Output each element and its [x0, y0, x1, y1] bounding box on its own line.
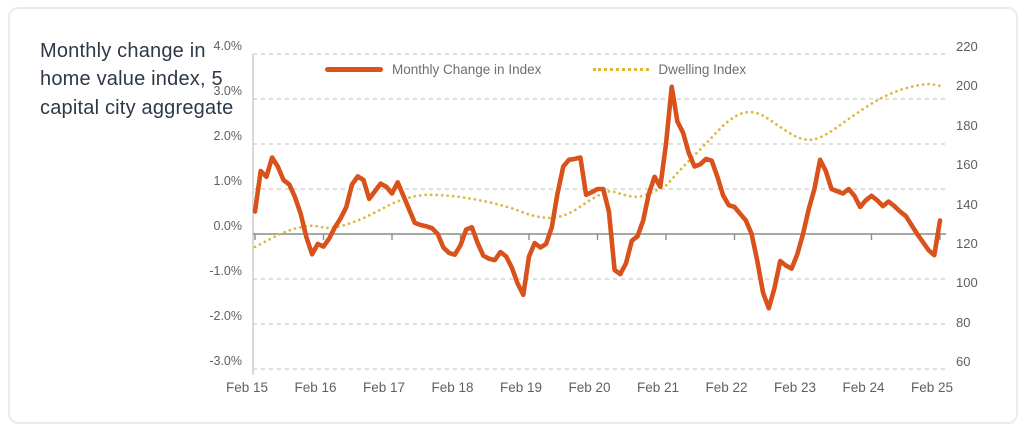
chart-plot: [252, 53, 946, 375]
legend: Monthly Change in Index Dwelling Index: [325, 62, 746, 77]
x-axis-label: Feb 15: [225, 380, 269, 395]
chart-title: Monthly change in home value index, 5 ca…: [40, 40, 234, 119]
dwelling-index-line: [253, 82, 942, 249]
x-axis-label: Feb 23: [773, 380, 817, 395]
y-axis-left-label: 1.0%: [213, 174, 243, 188]
y-axis-left-label: -2.0%: [209, 309, 242, 323]
x-axis-label: Feb 19: [499, 380, 543, 395]
gridlines: [253, 53, 946, 370]
y-axis-left-label: 4.0%: [213, 39, 243, 53]
year-tick-marks: [254, 234, 941, 240]
x-axis-label: Feb 25: [910, 380, 954, 395]
x-axis-label: Feb 16: [294, 380, 337, 395]
y-axis-right-label: 80: [956, 314, 971, 330]
x-axis-label: Feb 20: [568, 380, 611, 395]
page: { "title": "Monthly change in home value…: [8, 7, 1018, 424]
y-axis-right-label: 100: [956, 275, 978, 291]
y-axis-left-label: 0.0%: [213, 219, 243, 233]
x-axis-label: Feb 17: [362, 380, 406, 395]
x-axis-label: Feb 21: [636, 380, 680, 395]
y-axis-left-label: 2.0%: [213, 129, 243, 143]
y-axis-left-label: -3.0%: [209, 354, 242, 368]
solid-line-swatch-icon: [325, 67, 383, 72]
y-axis-right-label: 60: [956, 354, 971, 369]
x-axis-label: Feb 22: [705, 380, 748, 395]
y-axis-right-label: 120: [956, 235, 978, 251]
x-axis-label: Feb 24: [842, 380, 885, 395]
x-axis-label: Feb 18: [431, 380, 474, 395]
dotted-line-swatch-icon: [593, 68, 650, 71]
y-axis-right-label: 160: [956, 157, 978, 173]
y-axis-left-label: -1.0%: [209, 264, 242, 278]
chart-card: Monthly change in home value index, 5 ca…: [8, 7, 1018, 424]
y-axis-right-label: 220: [956, 39, 978, 54]
monthly-change-line: [252, 84, 943, 311]
legend-label: Monthly Change in Index: [392, 62, 542, 77]
y-axis-right-label: 180: [956, 117, 978, 133]
y-axis-right-label: 200: [956, 78, 978, 94]
legend-item-monthly-change: Monthly Change in Index: [325, 62, 541, 77]
y-axis-right-label: 140: [956, 196, 978, 212]
y-axis-left-label: 3.0%: [213, 84, 243, 98]
legend-label: Dwelling Index: [658, 62, 747, 77]
legend-item-dwelling-index: Dwelling Index: [593, 62, 746, 77]
